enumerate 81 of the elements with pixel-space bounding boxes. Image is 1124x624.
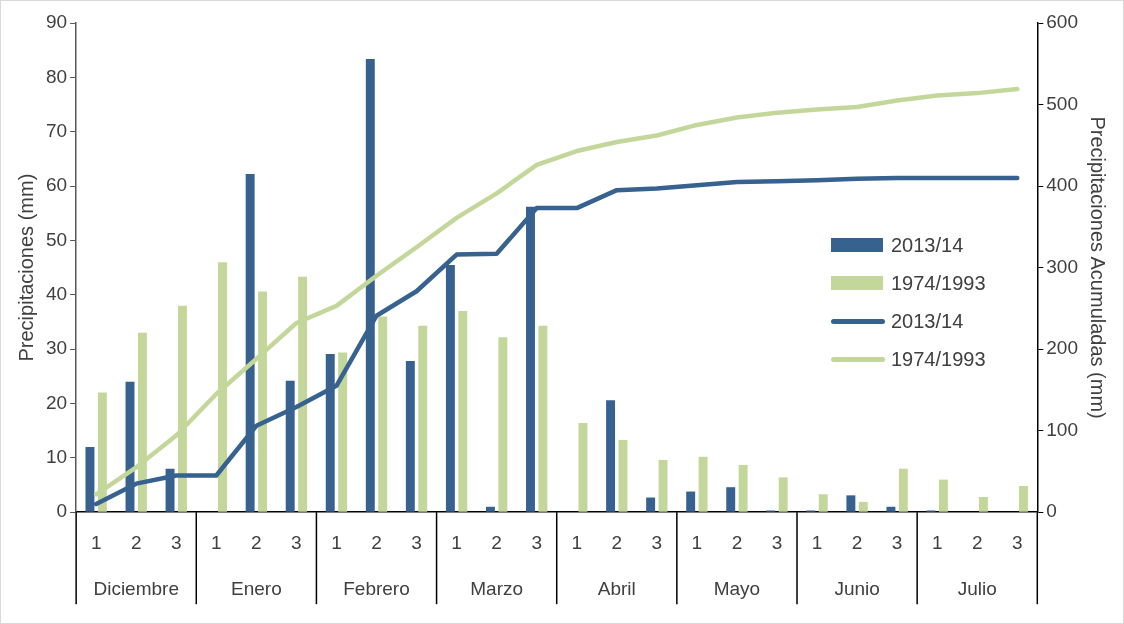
text: Marzo	[470, 578, 524, 600]
y-tick-label: 40	[45, 283, 68, 305]
x-tick-label: 1	[811, 531, 823, 553]
bar	[938, 479, 948, 512]
bar	[846, 495, 856, 512]
x-tick-label: 2	[251, 531, 262, 553]
y2-tick-label: 100	[1046, 418, 1078, 440]
x-tick-label: 1	[331, 531, 342, 553]
x-tick-label: 2	[971, 531, 983, 553]
legend-label: 1974/1993	[891, 271, 986, 295]
x-tick-label: 1	[691, 531, 703, 553]
x-tick-label: 2	[611, 531, 623, 553]
x-tick-label: 3	[170, 531, 182, 553]
x-tick-label: 3	[1011, 531, 1023, 553]
bar	[578, 423, 588, 512]
legend-label: 1974/1993	[891, 347, 986, 371]
x-tick-label: 2	[130, 531, 142, 553]
bar	[458, 311, 468, 512]
x-tick-label: 1	[90, 531, 102, 553]
y-tick-label: 80	[45, 65, 68, 87]
y2-tick-label: 0	[1046, 500, 1057, 522]
text: Febrero	[343, 578, 410, 600]
x-tick-label: 3	[651, 531, 663, 553]
bar	[405, 361, 415, 512]
x-tick-label: 1	[931, 531, 943, 553]
bar	[858, 501, 868, 512]
x-tick-label: 1	[211, 531, 222, 553]
y2-tick-label: 400	[1046, 174, 1078, 196]
bar	[498, 337, 508, 512]
bar	[886, 506, 896, 512]
y-tick-label: 0	[56, 500, 68, 522]
y-axis-title: Precipitaciones (mm)	[14, 173, 37, 362]
text: Julio	[957, 578, 997, 600]
text: Mayo	[713, 578, 761, 600]
bar	[646, 497, 656, 512]
legend-label: 2013/14	[891, 309, 964, 333]
y-tick-label: 50	[45, 228, 68, 250]
bar	[978, 496, 988, 512]
y2-tick-label: 200	[1046, 337, 1078, 359]
bar	[778, 477, 788, 512]
text: Abril	[597, 578, 636, 600]
x-tick-label: 1	[451, 531, 462, 553]
y-tick-label: 60	[45, 174, 68, 196]
bar	[606, 400, 616, 512]
x-tick-label: 2	[491, 531, 502, 553]
y-tick-label: 30	[45, 337, 68, 359]
y-tick-label: 90	[45, 11, 68, 33]
x-tick-label: 3	[771, 531, 783, 553]
bar	[418, 325, 428, 512]
y2-tick-label: 600	[1046, 11, 1078, 33]
legend-label: 2013/14	[891, 233, 964, 257]
x-tick-label: 1	[571, 531, 583, 553]
text: Junio	[834, 578, 880, 600]
bar	[338, 352, 348, 512]
x-tick-label: 3	[531, 531, 542, 553]
x-tick-label: 2	[371, 531, 382, 553]
y-tick-label: 70	[45, 119, 68, 141]
bar	[698, 456, 708, 512]
x-tick-label: 3	[411, 531, 422, 553]
bar	[538, 325, 548, 512]
bar	[738, 464, 748, 512]
x-tick-label: 3	[291, 531, 302, 553]
y2-tick-label: 300	[1046, 255, 1078, 277]
x-tick-label: 3	[891, 531, 903, 553]
bar	[686, 491, 696, 512]
y2-tick-label: 500	[1046, 92, 1078, 114]
text: Diciembre	[93, 578, 179, 600]
y-tick-label: 20	[45, 391, 68, 413]
text: Enero	[231, 578, 282, 600]
bar	[485, 506, 495, 512]
bar	[726, 487, 736, 512]
bar	[898, 468, 908, 512]
bar	[818, 494, 828, 512]
y2-axis-title: Precipitaciones Acumuladas (mm)	[1087, 116, 1110, 419]
y-tick-label: 10	[45, 446, 68, 468]
x-tick-label: 2	[731, 531, 743, 553]
bar	[658, 460, 668, 512]
bar	[618, 439, 628, 512]
bar	[378, 316, 388, 512]
bar	[1019, 486, 1028, 512]
x-tick-label: 2	[851, 531, 863, 553]
